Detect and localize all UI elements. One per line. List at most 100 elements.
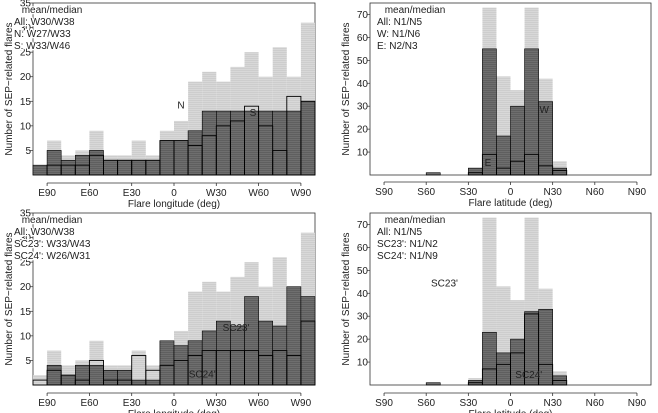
bar-All--30 [131,350,146,385]
y-tick-label: 25 [20,48,32,59]
y-axis-title: Number of SEP−related flares [341,22,352,155]
y-tick-label: 40 [357,289,369,300]
bar-SC24-90 [300,320,316,386]
y-tick-label: 25 [20,258,32,269]
legend-entry: S: W33/W46 [14,41,71,52]
bar-SC23--70 [75,365,90,386]
series-label: SC23' [223,323,250,334]
y-tick-label: 30 [357,312,369,323]
bar-N-70 [272,110,288,176]
bar-SC23--10 [159,340,175,386]
bar-SC24-20 [538,363,554,386]
y-tick-label: 5 [25,356,31,367]
panel-lat1: 10 20 30 40 50 60 70 S90 S60 S30 0 N30 N60 N90 Flare l… [341,2,652,209]
bar-N--50 [103,159,118,176]
legend-title: mean/median [385,215,446,226]
bar-W--30 [468,167,483,176]
y-tick-label: 15 [20,97,32,108]
x-axis-title: Flare longitude (deg) [128,409,220,413]
y-tick-label: 20 [20,282,32,293]
x-tick-label: N90 [628,187,647,198]
bar-SC23-0 [173,345,189,386]
y-tick-label: 15 [20,307,32,318]
bar-N-60 [258,110,274,176]
x-tick-label: W60 [248,398,269,409]
bar-SC23--80 [60,374,76,386]
series-label: SC24' [515,370,542,381]
bar-W-10 [524,48,539,176]
legend-title: mean/median [22,215,83,226]
panel-lon1: 5 10 15 20 25 30 35 E90 E60 E30 0 W30 W60 W90 Flare lo… [4,0,316,210]
bar-SC23--90 [46,365,62,386]
legend-title: mean/median [22,5,83,16]
bar-SC23--30 [131,379,147,386]
bar-N--30 [131,159,147,176]
y-tick-label: 70 [357,10,369,21]
bar-N-90 [300,100,316,176]
legend-entry: All: W30/W38 [14,17,75,28]
bar-SC23--20 [482,331,497,386]
y-tick-label: 35 [20,0,32,10]
bar-SC23-50 [244,296,259,386]
y-tick-label: 20 [357,125,369,136]
panel-lon2: 5 10 15 20 25 30 35 E90 E60 E30 0 W30 W60 W90 Flare lo… [4,209,316,413]
bar-SC23--10 [496,352,511,386]
bar-E-10 [524,153,540,176]
bar-N--60 [89,150,104,176]
x-tick-label: S90 [375,398,393,409]
x-tick-label: N30 [543,398,562,409]
bar-N-80 [286,110,302,176]
x-tick-label: E30 [123,398,141,409]
y-axis-title: Number of SEP−related flares [341,232,352,365]
x-tick-label: W60 [248,188,269,199]
bar-N-50 [244,110,259,176]
legend-entry: All: N1/N5 [377,17,422,28]
bar-SC23-80 [286,286,302,386]
bar-SC23-40 [230,325,245,386]
series-label: S [250,108,257,119]
legend-title: mean/median [385,5,446,16]
bar-W--20 [482,48,497,176]
y-axis-title: Number of SEP−related flares [4,22,15,155]
bar-SC23-90 [300,296,316,386]
legend-entry: N: W27/W33 [14,29,71,40]
bar-S-90 [300,100,316,176]
legend-entry: SC24': W26/W31 [14,251,91,262]
x-tick-label: E60 [81,398,99,409]
bar-N-30 [216,110,231,176]
series-label: SC23' [431,278,458,289]
x-tick-label: 0 [508,187,514,198]
bar-N--20 [145,159,161,176]
x-tick-label: N60 [586,398,605,409]
y-tick-label: 5 [25,146,31,157]
bar-N--40 [117,159,132,176]
bar-N-0 [173,140,189,176]
x-tick-label: W90 [291,398,312,409]
bar-E-30 [552,169,568,176]
y-tick-label: 60 [357,243,369,254]
bar-SC23--20 [145,379,161,386]
bar-N-10 [187,130,203,176]
y-tick-label: 60 [357,33,369,44]
y-tick-label: 70 [357,220,369,231]
x-tick-label: S30 [459,187,477,198]
x-tick-label: W90 [291,188,312,199]
x-axis-title: Flare latitude (deg) [469,409,553,413]
x-tick-label: S60 [417,187,435,198]
bar-N--80 [60,159,76,176]
legend-entry: SC23': W33/W43 [14,239,91,250]
x-tick-label: 0 [508,398,514,409]
bar-SC23--40 [117,369,132,386]
bar-SC23-70 [272,325,288,386]
bar-SC24--60 [88,359,104,386]
bar-N-20 [201,110,217,176]
x-tick-label: 0 [171,188,177,199]
y-tick-label: 20 [357,335,369,346]
bar-W--10 [496,135,511,176]
y-tick-label: 50 [357,56,369,67]
x-tick-label: S60 [417,398,435,409]
